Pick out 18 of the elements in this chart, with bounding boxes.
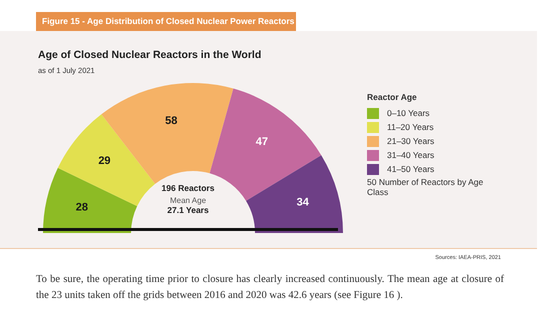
text: 196 Reactors: [160, 183, 216, 193]
legend-label: 11–20 Years: [387, 122, 434, 132]
data-label: 58: [165, 115, 178, 128]
data-label: 34: [296, 196, 310, 208]
chart-title: Age of Closed Nuclear Reactors in the World: [38, 49, 262, 61]
data-label: 47: [256, 136, 268, 148]
text: Mean Age: [168, 196, 208, 205]
text: 50 Number of Reactors by Age Class: [367, 177, 484, 197]
legend-label: 41–50 Years: [387, 164, 434, 174]
data-label: 29: [98, 155, 111, 168]
legend-label: 21–30 Years: [387, 136, 434, 146]
caption: Figure 15 - Age Distribution of Closed Nuclear Power Reactors: [36, 12, 296, 31]
data-label: 28: [76, 202, 88, 214]
legend-title: Reactor Age: [367, 92, 418, 102]
legend-label: 31–40 Years: [387, 150, 434, 160]
legend-label: 0–10 Years: [387, 108, 430, 118]
text: 27.1 Years: [166, 205, 210, 215]
text: To be sure, the operating time prior to closure has clearly increased continuously. The mean age at closure of the 23 units taken off the grids between 2016 and 2020 was 42.6 years (see Figure 16 ).: [36, 273, 504, 303]
